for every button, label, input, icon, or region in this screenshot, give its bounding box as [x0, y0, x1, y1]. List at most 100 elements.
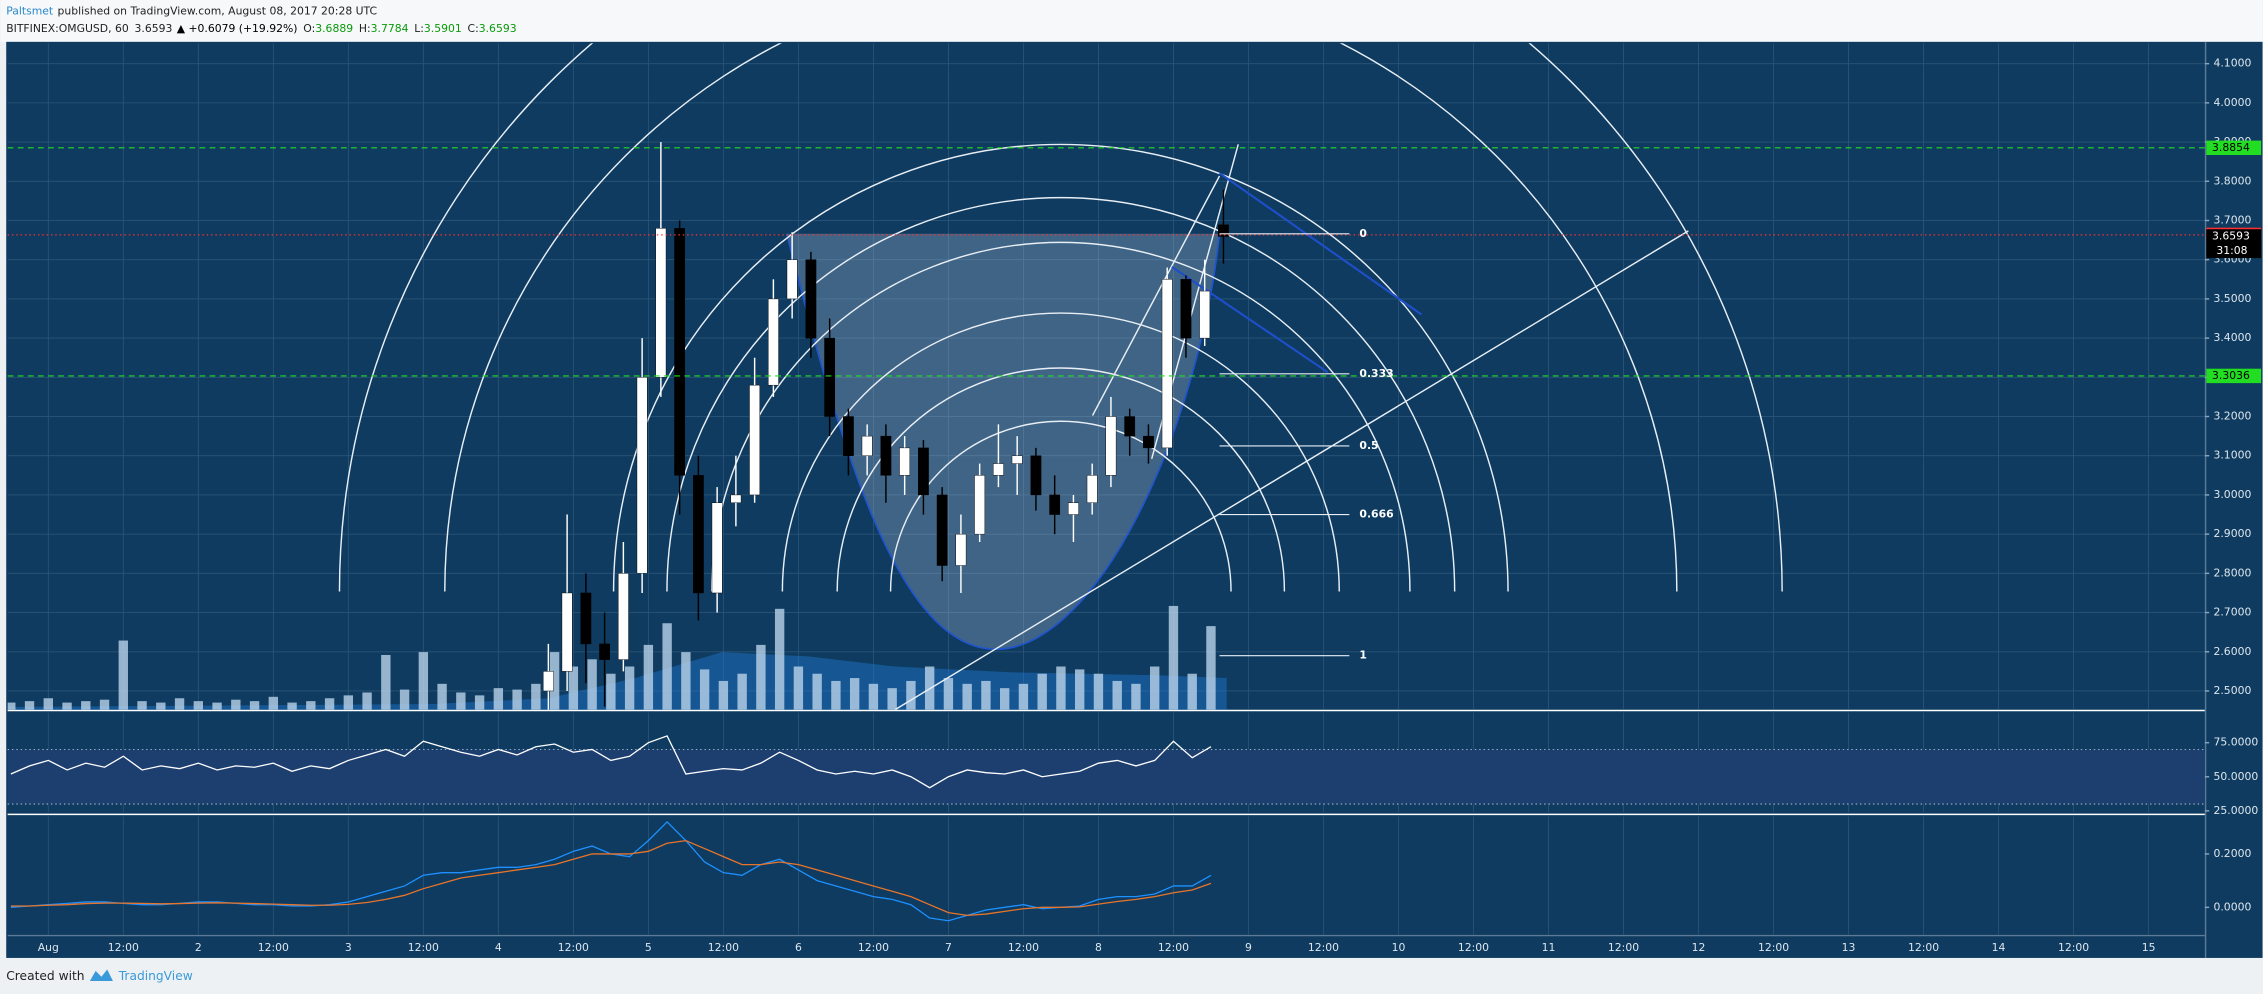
volume-bar — [662, 623, 672, 710]
candle-body — [1011, 455, 1023, 464]
y-tick-label: 4.0000 — [2214, 96, 2252, 109]
header-bg — [0, 0, 2263, 42]
candle-body — [693, 475, 704, 594]
y-tick-label: 3.5000 — [2214, 292, 2252, 305]
volume-bar — [1150, 666, 1160, 710]
candle-body — [843, 416, 854, 456]
x-tick-label: 3 — [345, 941, 352, 954]
volume-bar — [7, 702, 16, 710]
symbol: BITFINEX:OMGUSD, 60 — [6, 22, 129, 35]
x-tick-label: 12:00 — [708, 941, 739, 954]
h-value: 3.7784 — [371, 22, 409, 35]
volume-bar — [156, 702, 166, 710]
candle-body — [1199, 290, 1211, 339]
candle-body — [711, 502, 723, 594]
x-tick-label: 12:00 — [1908, 941, 1939, 954]
o-label: O: — [303, 22, 315, 35]
fib-arc — [781, 312, 1340, 592]
volume-bar — [399, 689, 410, 710]
o-value: 3.6889 — [315, 22, 353, 35]
last: 3.6593 — [135, 22, 173, 35]
volume-bar — [512, 689, 522, 710]
candle-body — [936, 494, 948, 566]
volume-bar — [231, 699, 241, 710]
candle-body — [1030, 455, 1042, 496]
volume — [7, 605, 1216, 710]
volume-bar — [999, 688, 1010, 710]
fib-arc — [666, 197, 1456, 592]
volume-bar — [737, 673, 747, 710]
volume-bar — [643, 644, 654, 710]
volume-bar — [831, 680, 841, 710]
created-with: Created with — [6, 969, 84, 983]
x-tick-label: 9 — [1245, 941, 1252, 954]
brand[interactable]: TradingView — [118, 969, 193, 983]
y-tick-label: 3.7000 — [2214, 213, 2252, 226]
volume-bar — [193, 701, 203, 710]
x-tick-label: 12:00 — [1608, 941, 1639, 954]
candle-body — [768, 298, 779, 386]
candle-body — [730, 494, 742, 503]
volume-bar — [1093, 673, 1104, 710]
indicator-line — [10, 735, 1212, 789]
volume-bar — [531, 683, 541, 710]
volume-bar — [1187, 673, 1197, 710]
c-label: C: — [468, 22, 479, 35]
candle-body — [561, 592, 573, 672]
volume-bar — [437, 683, 447, 710]
x-tick-label: 12:00 — [1758, 941, 1789, 954]
y-tick-label: 3.1000 — [2214, 449, 2252, 462]
volume-bar — [699, 669, 710, 710]
header-line-2: BITFINEX:OMGUSD, 60 3.6593 ▲ +0.6079 (+19.… — [6, 22, 516, 35]
x-tick-label: 5 — [645, 941, 652, 954]
candle-body — [899, 447, 911, 476]
rsi-band — [7, 749, 2205, 805]
volume-bar — [81, 701, 91, 710]
y-tick-label: 0.2000 — [2214, 847, 2252, 860]
x-tick-label: 7 — [945, 941, 952, 954]
volume-bar — [943, 678, 954, 710]
candle-body — [542, 671, 554, 692]
volume-bar — [1074, 669, 1085, 710]
candle-body — [1086, 475, 1098, 503]
volume-bar — [306, 701, 316, 710]
candle-body — [655, 228, 667, 378]
volume-bar — [474, 695, 485, 710]
x-tick-label: 12:00 — [1158, 941, 1189, 954]
x-tick-label: 6 — [795, 941, 802, 954]
candle-body — [599, 643, 610, 660]
volume-bar — [793, 666, 804, 710]
author[interactable]: Paltsmet — [6, 5, 53, 18]
channel-line — [1171, 265, 1329, 374]
brand-logo[interactable] — [89, 969, 113, 982]
candle-body — [1180, 279, 1192, 339]
fib-level-label: 0.5 — [1359, 439, 1378, 452]
volume-bar — [287, 702, 297, 710]
published: published on TradingView.com, August 08,… — [58, 5, 378, 18]
volume-bar — [1037, 673, 1047, 710]
y-tick-label: 3.4000 — [2214, 331, 2252, 344]
y-tick-label: 3.0000 — [2214, 488, 2252, 501]
h-label: H: — [359, 22, 371, 35]
volume-bar — [718, 680, 729, 710]
x-tick-label: 15 — [2142, 941, 2156, 954]
overlay: Aug 12:00 2 12:00 3 12:00 4 12:00 5 12:00 6 12:00 7 1… — [7, 57, 2262, 954]
y-tick-label: 50.0000 — [2214, 770, 2259, 783]
volume-bar — [868, 683, 879, 710]
volume-bar — [362, 692, 372, 710]
x-tick-label: 10 — [1392, 941, 1406, 954]
volume-bar — [62, 702, 72, 710]
volume-bar — [962, 683, 972, 710]
price-label: 3.3036 — [2212, 369, 2250, 382]
y-tick-label: 2.9000 — [2214, 527, 2252, 540]
volume-bar — [118, 640, 128, 710]
l-value: 3.5901 — [424, 22, 462, 35]
x-tick-label: 13 — [1842, 941, 1856, 954]
candle-body — [1049, 494, 1061, 515]
x-tick-label: 14 — [1992, 941, 2006, 954]
x-tick-label: 12:00 — [2058, 941, 2089, 954]
trend-line — [894, 230, 1689, 710]
price-label: 3.8854 — [2212, 141, 2250, 154]
volume-bar — [887, 688, 897, 710]
